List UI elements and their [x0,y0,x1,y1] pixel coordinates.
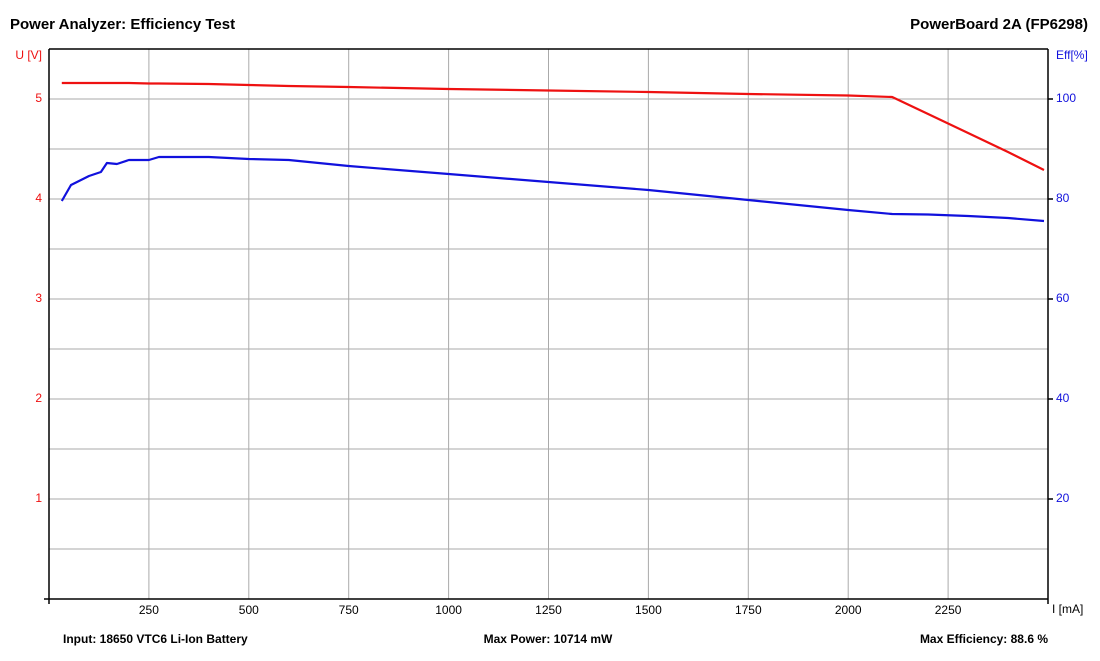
y-tick-label: 3 [35,291,42,305]
x-axis-label: I [mA] [1052,602,1083,616]
x-tick-label: 2250 [935,603,962,617]
x-tick-label: 1250 [535,603,562,617]
y-tick-label: 2 [35,391,42,405]
data-line [61,81,1045,171]
y2-tick-label: 80 [1056,191,1070,205]
y2-axis-label: Eff[%] [1056,48,1088,62]
data-line [60,155,1045,223]
y2-tick-label: 40 [1056,391,1070,405]
y-axis-label: U [V] [15,48,42,62]
y-tick-label: 4 [35,191,42,205]
x-tick-label: 1000 [435,603,462,617]
x-tick-label: 750 [339,603,359,617]
x-tick-label: 250 [139,603,159,617]
x-tick-label: 1750 [735,603,762,617]
y2-tick-label: 100 [1056,91,1076,105]
y-tick-label: 5 [35,91,42,105]
footer-text: Input: 18650 VTC6 Li-Ion Battery [63,632,248,646]
footer-text: Max Efficiency: 88.6 % [920,632,1048,646]
x-tick-label: 2000 [835,603,862,617]
x-tick-label: 500 [239,603,259,617]
footer-text: Max Power: 10714 mW [484,632,613,646]
chart-title: Power Analyzer: Efficiency Test [10,16,235,33]
y2-tick-label: 60 [1056,291,1070,305]
chart-subtitle: PowerBoard 2A (FP6298) [910,16,1088,33]
x-tick-label: 1500 [635,603,662,617]
y2-tick-label: 20 [1056,491,1070,505]
y-tick-label: 1 [35,491,42,505]
